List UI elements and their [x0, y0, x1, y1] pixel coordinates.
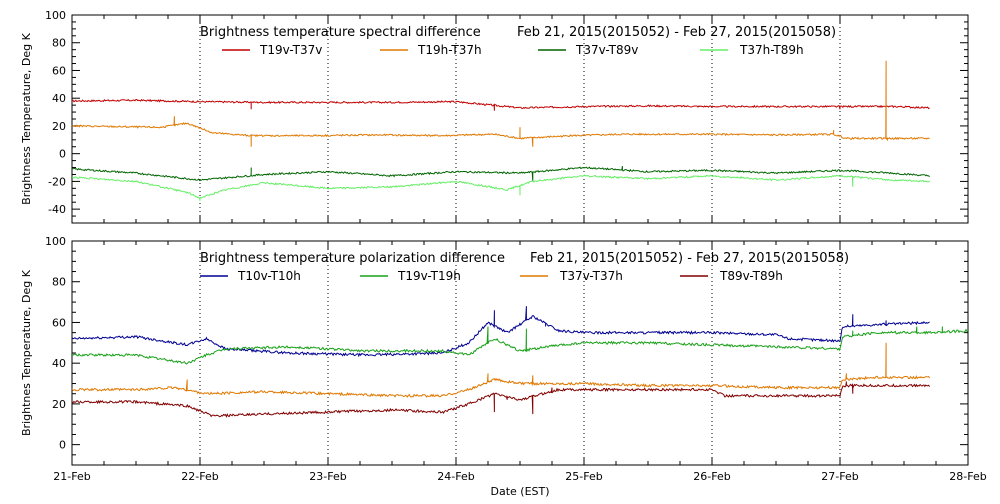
- panel-2-y-tick-label: 60: [52, 316, 66, 329]
- panel-1-title-left: Brightness temperature spectral differen…: [200, 25, 481, 40]
- panel-2-series-line-t89v-t89h: [71, 381, 930, 418]
- panel-2-legend-label: T37v-T37h: [559, 269, 623, 283]
- panel-1-legend-label: T19h-T37h: [417, 43, 482, 57]
- panel-2-title-left: Brightness temperature polarization diff…: [200, 251, 505, 266]
- panel-2-series-line-t10v-t10h: [71, 306, 930, 358]
- panel-2-x-tick-label: 23-Feb: [309, 470, 346, 483]
- panel-1-y-tick-label: -40: [48, 203, 66, 216]
- panel-2-y-tick-label: 20: [52, 398, 66, 411]
- panel-2-x-tick-label: 25-Feb: [565, 470, 602, 483]
- panel-2-x-tick-label: 24-Feb: [437, 470, 474, 483]
- panel-2-legend-label: T89v-T89h: [719, 269, 783, 283]
- panel-2-x-tick-label: 22-Feb: [181, 470, 218, 483]
- panel-2-y-tick-label: 100: [45, 235, 66, 248]
- panel-1-y-tick-label: 80: [52, 37, 66, 50]
- panel-1-y-tick-label: 100: [45, 9, 66, 22]
- panel-2-series-line-t37v-t37h: [71, 342, 931, 398]
- panel-2-y-tick-label: 40: [52, 357, 66, 370]
- panel-1-y-tick-label: 60: [52, 64, 66, 77]
- panel-2-y-axis-label: Brightnes Temperature, Deg K: [20, 269, 33, 436]
- panel-2-legend-label: T10v-T10h: [237, 269, 301, 283]
- panel-1-series-line-t19v-t37v: [72, 98, 930, 111]
- panel-1-series-line-t37v-t89v: [71, 166, 930, 182]
- panel-2-x-tick-label: 21-Feb: [53, 470, 90, 483]
- panel-1-legend-label: T37v-T89v: [575, 43, 638, 57]
- panel-1-y-tick-label: 40: [52, 92, 66, 105]
- panel-2-y-tick-label: 80: [52, 276, 66, 289]
- panel-2-x-axis-label: Date (EST): [490, 485, 549, 498]
- panel-2-x-tick-label: 28-Feb: [949, 470, 986, 483]
- panel-1-y-tick-label: -20: [48, 175, 66, 188]
- panel-1-y-tick-label: 20: [52, 120, 66, 133]
- panel-1-title-right: Feb 21, 2015(2015052) - Feb 27, 2015(201…: [517, 25, 836, 40]
- panel-1-legend-label: T19v-T37v: [259, 43, 322, 57]
- panel-2-y-tick-label: 0: [59, 439, 66, 452]
- panel-1-series-line-t19h-t37h: [71, 60, 930, 147]
- panel-2-x-tick-label: 26-Feb: [693, 470, 730, 483]
- panel-2-series-line-t19v-t19h: [72, 326, 969, 365]
- panel-2-x-tick-label: 27-Feb: [821, 470, 858, 483]
- panel-2-legend-label: T19v-T19h: [397, 269, 461, 283]
- panel-1-series-line-t37h-t89h: [72, 174, 930, 201]
- panel-2-title-right: Feb 21, 2015(2015052) - Feb 27, 2015(201…: [530, 251, 849, 266]
- panel-1-legend-label: T37h-T89h: [739, 43, 804, 57]
- panel-1-y-axis-label: Brightness Temperature, Deg K: [20, 32, 33, 204]
- panel-1-y-tick-label: 0: [59, 148, 66, 161]
